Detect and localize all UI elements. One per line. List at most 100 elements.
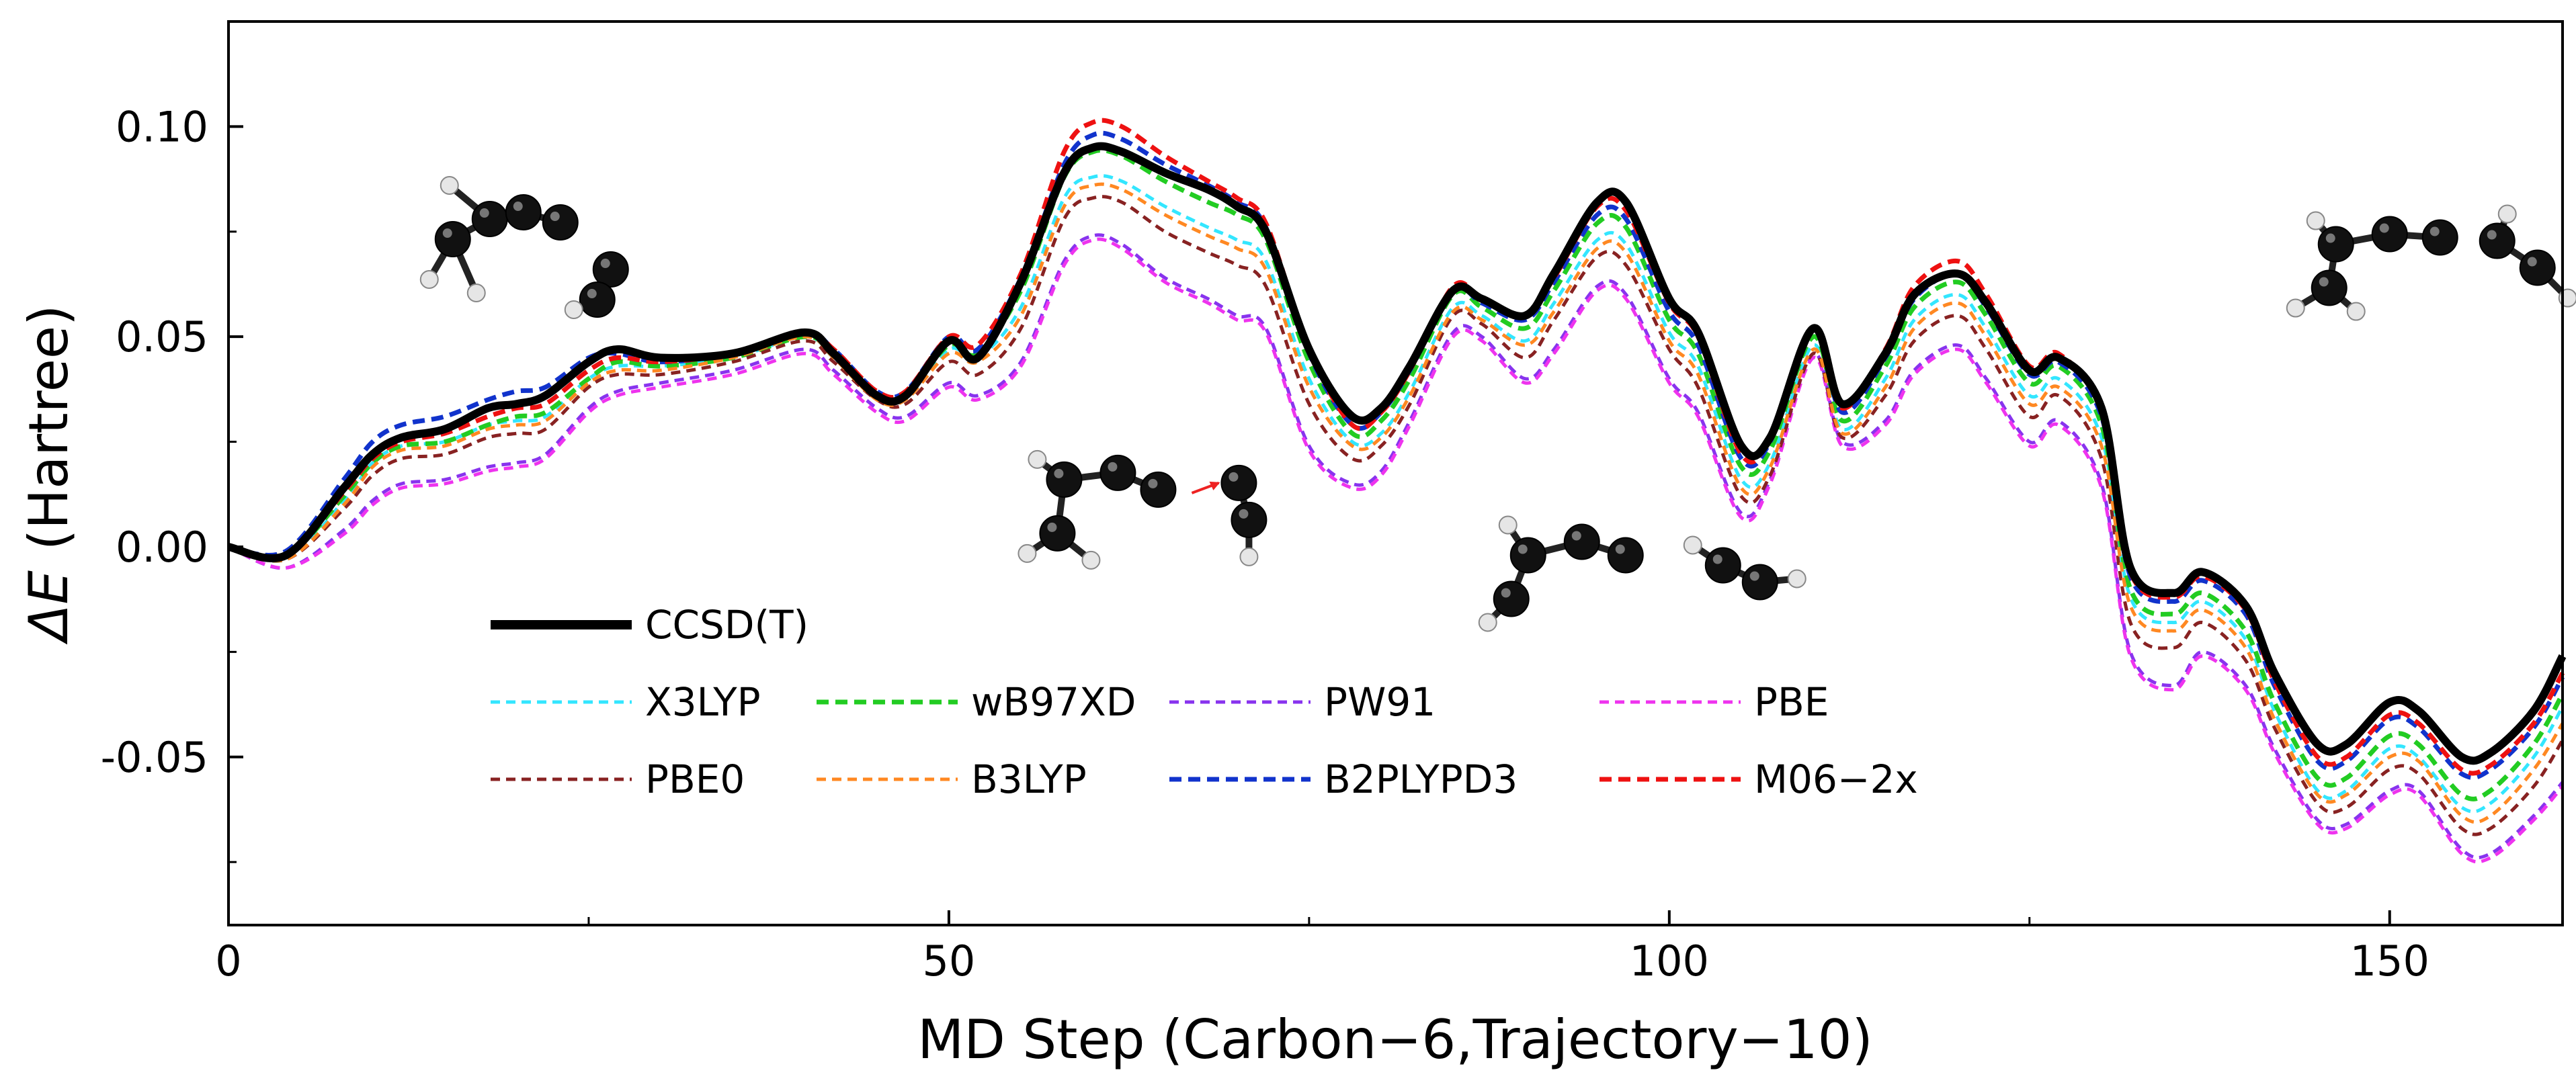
atom-highlight <box>1501 588 1511 598</box>
atom-highlight <box>1615 544 1625 554</box>
series-layer <box>227 118 2567 864</box>
hydrogen-atom <box>564 300 583 320</box>
carbon-atom <box>1231 501 1268 538</box>
atom-highlight <box>479 208 489 218</box>
carbon-atom <box>1140 471 1177 508</box>
hydrogen-atom <box>1498 515 1518 535</box>
y-axis-unit: (Hartree) <box>17 305 80 550</box>
legend-label: CCSD(T) <box>645 602 808 648</box>
atom-highlight <box>513 202 523 212</box>
carbon-atom <box>2311 269 2348 306</box>
hydrogen-atom <box>440 176 459 195</box>
hydrogen-atom <box>2306 211 2325 230</box>
atom-highlight <box>1108 462 1118 472</box>
hydrogen-atom <box>1787 569 1806 589</box>
atom-highlight <box>587 289 597 299</box>
molecule-3 <box>1478 515 1806 632</box>
axis-ticks: 0 50 100 150 0.10 0.05 0.00 -0.05 <box>101 102 2429 986</box>
hydrogen-atom <box>1081 550 1101 570</box>
legend-item-b2plypd3: B2PLYPD3 <box>1169 756 1518 802</box>
plot-frame <box>227 20 2564 926</box>
hydrogen-atom <box>2346 302 2366 321</box>
carbon-atom <box>1099 454 1136 491</box>
hydrogen-atom <box>2286 298 2305 318</box>
carbon-atom <box>1607 537 1644 574</box>
carbon-atom <box>579 281 616 318</box>
x-tick-label: 100 <box>1630 936 1709 986</box>
y-axis-title: ΔE (Hartree) <box>17 305 80 646</box>
hydrogen-atom <box>466 284 486 303</box>
legend-item-wb97xd: wB97XD <box>817 679 1136 725</box>
carbon-atom <box>1046 461 1083 498</box>
hydrogen-atom <box>1028 449 1047 469</box>
carbon-atom <box>1039 515 1076 552</box>
molecule-1 <box>419 176 629 320</box>
legend-label: M06−2x <box>1754 756 1918 802</box>
svg-text:ΔE(Hartree): ΔE (Hartree) <box>17 305 80 646</box>
atom-highlight <box>2429 226 2440 236</box>
molecule-4 <box>2286 204 2576 321</box>
x-tick-label: 150 <box>2350 936 2429 986</box>
y-tick-label: -0.05 <box>101 733 208 782</box>
series-line-pbe <box>228 237 2564 864</box>
carbon-atom <box>542 204 579 241</box>
y-tick-label: 0.00 <box>116 523 208 572</box>
atom-highlight <box>1749 571 1759 581</box>
legend-item-pbe0: PBE0 <box>491 756 745 802</box>
atom-highlight <box>1229 472 1239 482</box>
y-axis-symbol: ΔE <box>17 570 80 646</box>
plot-area <box>228 21 2563 925</box>
atom-highlight <box>2325 233 2335 243</box>
series-line-ccsd-t <box>227 142 2567 765</box>
carbon-atom <box>1493 580 1530 617</box>
legend-label: B3LYP <box>971 756 1087 802</box>
reaction-arrowhead <box>1209 481 1220 490</box>
hydrogen-atom <box>1239 547 1259 566</box>
carbon-atom <box>1509 537 1546 574</box>
atom-highlight <box>1047 522 1057 532</box>
legend-item-pbe: PBE <box>1599 679 1829 725</box>
atom-highlight <box>2527 257 2537 267</box>
carbon-atom <box>2317 226 2354 263</box>
legend-item-ccsd-t: CCSD(T) <box>491 602 808 648</box>
carbon-atom <box>1220 464 1257 501</box>
legend-item-x3lyp: X3LYP <box>491 679 761 725</box>
series-line-pbe0 <box>228 195 2565 836</box>
carbon-atom <box>1563 523 1600 560</box>
legend-label: PBE <box>1754 679 1829 725</box>
series-line-pw91 <box>228 233 2564 860</box>
molecule-2 <box>1017 449 1268 570</box>
carbon-atom <box>505 194 542 231</box>
atom-highlight <box>1571 531 1581 541</box>
carbon-atom <box>2519 249 2556 286</box>
molecule-illustrations <box>419 176 2576 632</box>
x-axis-title: MD Step (Carbon−6,Trajectory−10) <box>917 1008 1872 1071</box>
series-line-b3lyp <box>228 182 2565 824</box>
carbon-atom <box>2479 222 2516 259</box>
hydrogen-atom <box>2497 204 2517 224</box>
series-line-wb97xd <box>228 148 2565 801</box>
legend-label: B2PLYPD3 <box>1324 756 1518 802</box>
atom-highlight <box>442 228 452 238</box>
atom-highlight <box>1712 554 1722 564</box>
atom-highlight <box>2487 230 2497 240</box>
atom-highlight <box>2319 277 2329 287</box>
atom-highlight <box>1148 478 1158 488</box>
hydrogen-atom <box>1017 543 1037 563</box>
legend-label: wB97XD <box>971 679 1136 725</box>
carbon-atom <box>1741 564 1778 601</box>
legend-label: PBE0 <box>645 756 745 802</box>
y-tick-label: 0.10 <box>116 102 208 151</box>
hydrogen-atom <box>1478 613 1497 632</box>
carbon-atom <box>434 221 471 258</box>
y-tick-label: 0.05 <box>116 312 208 361</box>
atom-highlight <box>2379 223 2389 233</box>
atom-highlight <box>550 212 560 222</box>
hydrogen-atom <box>1683 535 1702 555</box>
legend-label: PW91 <box>1324 679 1436 725</box>
atom-highlight <box>1239 509 1249 519</box>
legend-item-b3lyp: B3LYP <box>817 756 1087 802</box>
carbon-atom <box>1704 547 1741 584</box>
x-tick-label: 50 <box>922 936 975 986</box>
